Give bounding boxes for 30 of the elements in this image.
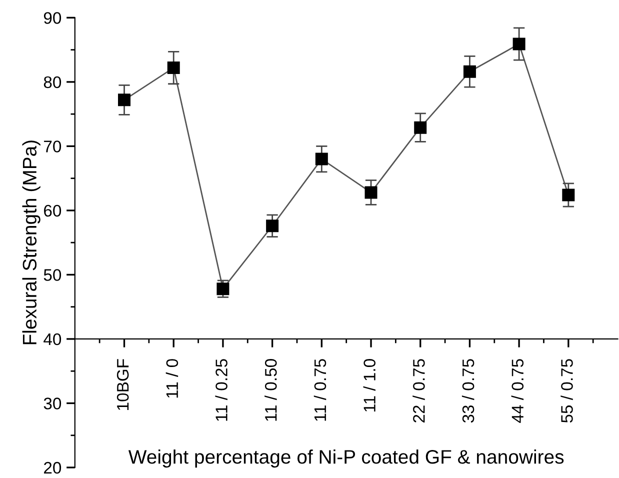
y-tick-label: 80 — [44, 76, 62, 88]
point — [118, 94, 130, 106]
point — [167, 62, 180, 74]
y-tick-label: 90 — [44, 12, 62, 24]
y-tick-label: 40 — [44, 333, 62, 346]
x-tick-label: 11 / 1.0 — [363, 359, 376, 412]
point — [266, 220, 279, 232]
x-tick-label: 11 / 0.50 — [264, 359, 277, 421]
y-axis-title: Flexural Strength (MPa) — [22, 140, 40, 344]
point — [364, 186, 378, 199]
x-tick-label: 55 / 0.75 — [560, 359, 573, 423]
x-tick-label: 11 / 0.25 — [215, 359, 228, 421]
point — [512, 38, 526, 50]
y-tick-label: 70 — [44, 140, 62, 152]
x-tick-label: 22 / 0.75 — [412, 359, 425, 422]
x-tick-label: 11 / 0 — [166, 359, 178, 398]
point — [414, 121, 427, 134]
x-tick-label: 44 / 0.75 — [511, 359, 524, 423]
x-tick-label: 33 / 0.75 — [462, 359, 474, 423]
x-axis-title: Weight percentage of Ni-P coated GF & nanowires — [128, 449, 564, 468]
y-tick-label: 50 — [44, 269, 62, 281]
y-tick-label: 20 — [44, 462, 62, 474]
y-tick-label: 30 — [44, 398, 62, 410]
point — [315, 152, 328, 166]
y-tick-label: 60 — [44, 204, 62, 217]
x-tick-label: 11 / 0.75 — [314, 359, 326, 421]
x-tick-label: 10BGF — [116, 359, 129, 410]
point — [463, 65, 476, 78]
point — [562, 188, 575, 202]
point — [216, 282, 230, 296]
